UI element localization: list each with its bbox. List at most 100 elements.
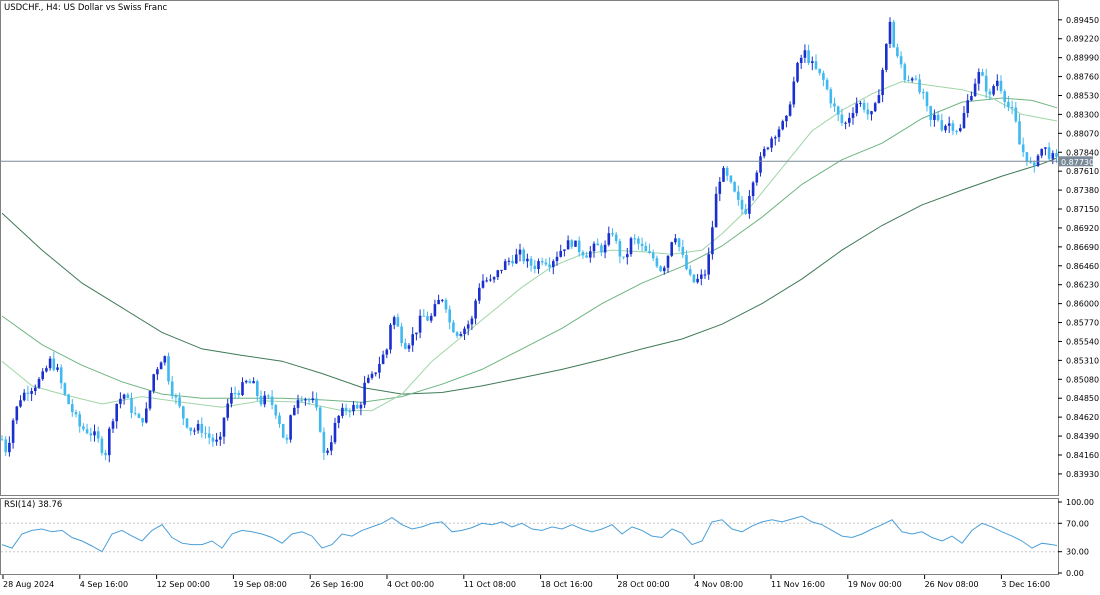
- candle-body: [193, 430, 196, 432]
- candlestick: [718, 177, 722, 202]
- candlestick: [270, 389, 274, 410]
- candle-body: [189, 427, 192, 432]
- candle-body: [100, 438, 104, 453]
- candle-body: [230, 393, 233, 404]
- candlestick: [174, 393, 178, 405]
- candle-body: [137, 413, 141, 418]
- candle-body: [1029, 161, 1032, 163]
- candle-body: [470, 318, 474, 325]
- candle-body: [311, 398, 315, 401]
- candlestick: [348, 408, 352, 418]
- candlestick: [433, 299, 437, 318]
- candlestick: [1003, 89, 1006, 109]
- candle-body: [8, 442, 11, 453]
- candlestick: [777, 126, 781, 143]
- candle-body: [799, 57, 803, 63]
- candlestick: [907, 75, 910, 82]
- candle-body: [448, 309, 451, 323]
- candle-body: [688, 269, 692, 275]
- candlestick: [333, 417, 337, 445]
- candlestick: [1044, 147, 1047, 156]
- candlestick: [870, 110, 873, 121]
- candle-body: [663, 267, 666, 272]
- candlestick: [533, 259, 537, 274]
- candle-body: [633, 238, 636, 240]
- candlestick: [407, 343, 411, 352]
- candle-body: [56, 367, 59, 370]
- candlestick: [93, 424, 96, 442]
- candlestick: [552, 259, 555, 275]
- candlestick: [485, 277, 488, 283]
- candlestick: [1007, 95, 1010, 112]
- candle-body: [259, 396, 263, 405]
- candle-body: [581, 252, 585, 256]
- candlestick: [618, 238, 622, 264]
- candlestick: [873, 101, 877, 113]
- candlestick: [996, 74, 999, 91]
- candle-body: [337, 415, 340, 423]
- candle-body: [996, 80, 999, 87]
- candle-body: [870, 111, 873, 115]
- candle-body: [648, 251, 651, 253]
- candlestick: [326, 447, 329, 456]
- candle-body: [629, 238, 633, 255]
- candlestick: [607, 226, 611, 247]
- candle-body: [78, 414, 81, 427]
- rsi-line: [1, 515, 1058, 553]
- candle-body: [888, 21, 892, 44]
- candle-body: [241, 382, 244, 396]
- candle-body: [133, 412, 137, 414]
- candlestick: [959, 124, 962, 133]
- candle-body: [918, 79, 921, 93]
- candle-body: [711, 227, 714, 255]
- candlestick: [37, 376, 41, 389]
- candle-body: [774, 137, 777, 139]
- candlestick: [163, 355, 167, 366]
- candlestick: [970, 91, 973, 102]
- price-tick-label: 0.83930: [1066, 470, 1099, 479]
- candle-body: [429, 315, 433, 321]
- candlestick: [1047, 142, 1051, 161]
- time-tick-label: 4 Sep 16:00: [80, 580, 128, 589]
- candle-body: [703, 274, 707, 276]
- candle-body: [1010, 106, 1014, 108]
- candle-body: [844, 122, 847, 124]
- candlestick: [762, 146, 766, 159]
- candlestick: [170, 375, 174, 400]
- candle-body: [855, 103, 858, 114]
- candlestick: [130, 392, 133, 419]
- candle-body: [71, 404, 74, 413]
- rsi-tick-label: 70.00: [1066, 519, 1089, 528]
- candlestick: [555, 251, 559, 266]
- candle-body: [1018, 121, 1021, 145]
- candlestick: [355, 402, 359, 410]
- candle-body: [463, 328, 466, 334]
- candle-body: [1047, 147, 1051, 159]
- candle-body: [167, 356, 170, 382]
- time-tick-label: 12 Sep 00:00: [157, 580, 210, 589]
- candlestick: [751, 181, 755, 201]
- candlestick: [248, 378, 252, 384]
- candlestick: [455, 331, 459, 339]
- candlestick: [855, 97, 858, 117]
- time-tick-label: 4 Nov 08:00: [694, 580, 743, 589]
- candle-body: [1021, 144, 1025, 153]
- candlestick: [82, 423, 85, 432]
- candlestick: [452, 319, 455, 333]
- candle-body: [48, 358, 52, 369]
- candlestick: [489, 274, 492, 282]
- price-tick-label: 0.87840: [1066, 148, 1099, 157]
- candle-body: [566, 240, 570, 250]
- candle-body: [733, 182, 736, 192]
- candle-body: [174, 395, 178, 398]
- candlestick: [944, 124, 947, 133]
- candle-body: [988, 91, 992, 95]
- candle-body: [807, 50, 810, 64]
- candlestick: [256, 379, 259, 401]
- candle-body: [877, 95, 881, 104]
- candle-body: [481, 280, 485, 288]
- candle-body: [792, 81, 796, 105]
- price-tick-label: 0.85080: [1066, 375, 1099, 384]
